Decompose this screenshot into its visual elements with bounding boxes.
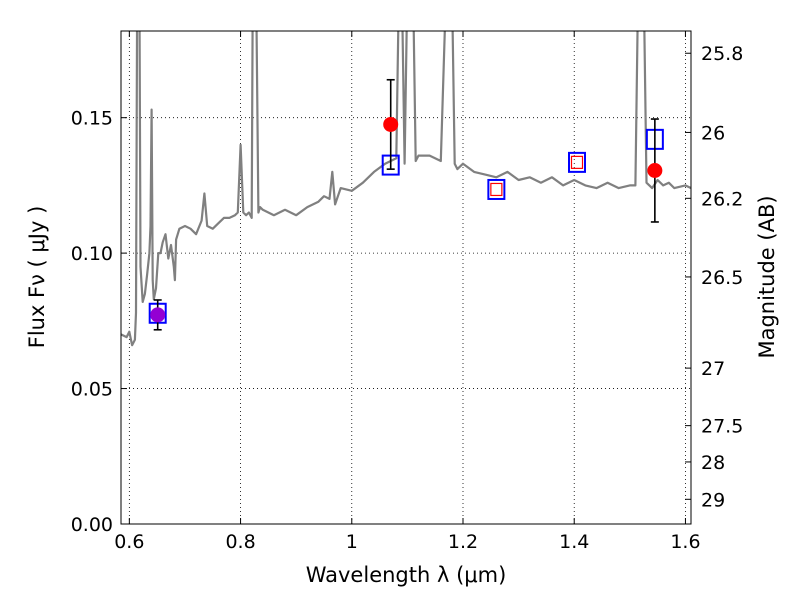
model-flux-square bbox=[487, 178, 506, 200]
magnitude-tick-label: 26 bbox=[701, 122, 725, 144]
x-tick-label: 0.8 bbox=[225, 531, 255, 553]
model-flux-square bbox=[568, 151, 586, 173]
magnitude-tick-label: 27 bbox=[701, 358, 725, 380]
magnitude-tick-label: 29 bbox=[701, 489, 725, 511]
x-axis-label: Wavelength λ (μm) bbox=[306, 563, 507, 587]
observed-flux-point bbox=[150, 307, 166, 323]
photometry-points bbox=[148, 78, 664, 331]
y-axis-ticks: 0.00 0.05 0.10 0.15 bbox=[71, 108, 127, 536]
y-axis-label: Flux Fν ( μJy ) bbox=[25, 206, 49, 349]
magnitude-axis-ticks: 25.8 26 26.2 26.5 27 27.5 28 29 bbox=[685, 43, 743, 511]
x-tick-label: 0.6 bbox=[114, 531, 144, 553]
observed-flux-square bbox=[490, 182, 503, 197]
spectrum-line bbox=[121, 31, 691, 347]
observed-flux-square bbox=[570, 155, 584, 169]
x-axis-ticks: 0.6 0.8 1 1.2 1.4 1.6 bbox=[114, 31, 701, 553]
y-tick-label: 0.15 bbox=[71, 108, 113, 130]
magnitude-tick-label: 27.5 bbox=[701, 416, 743, 438]
magnitude-axis-label: Magnitude (AB) bbox=[755, 195, 779, 358]
x-tick-label: 1 bbox=[346, 531, 358, 553]
y-tick-label: 0.05 bbox=[71, 379, 113, 401]
x-tick-label: 1.4 bbox=[559, 531, 589, 553]
magnitude-tick-label: 25.8 bbox=[701, 43, 743, 65]
magnitude-tick-label: 26.5 bbox=[701, 267, 743, 289]
observed-flux-point bbox=[383, 116, 399, 132]
x-tick-label: 1.6 bbox=[670, 531, 700, 553]
plot-frame bbox=[120, 30, 692, 525]
observed-flux-point bbox=[647, 163, 663, 179]
spectrum-layer bbox=[121, 31, 691, 347]
magnitude-tick-label: 26.2 bbox=[701, 188, 743, 210]
x-tick-label: 1.2 bbox=[448, 531, 478, 553]
y-tick-label: 0.00 bbox=[71, 514, 113, 536]
y-tick-label: 0.10 bbox=[71, 243, 113, 265]
magnitude-tick-label: 28 bbox=[701, 452, 725, 474]
